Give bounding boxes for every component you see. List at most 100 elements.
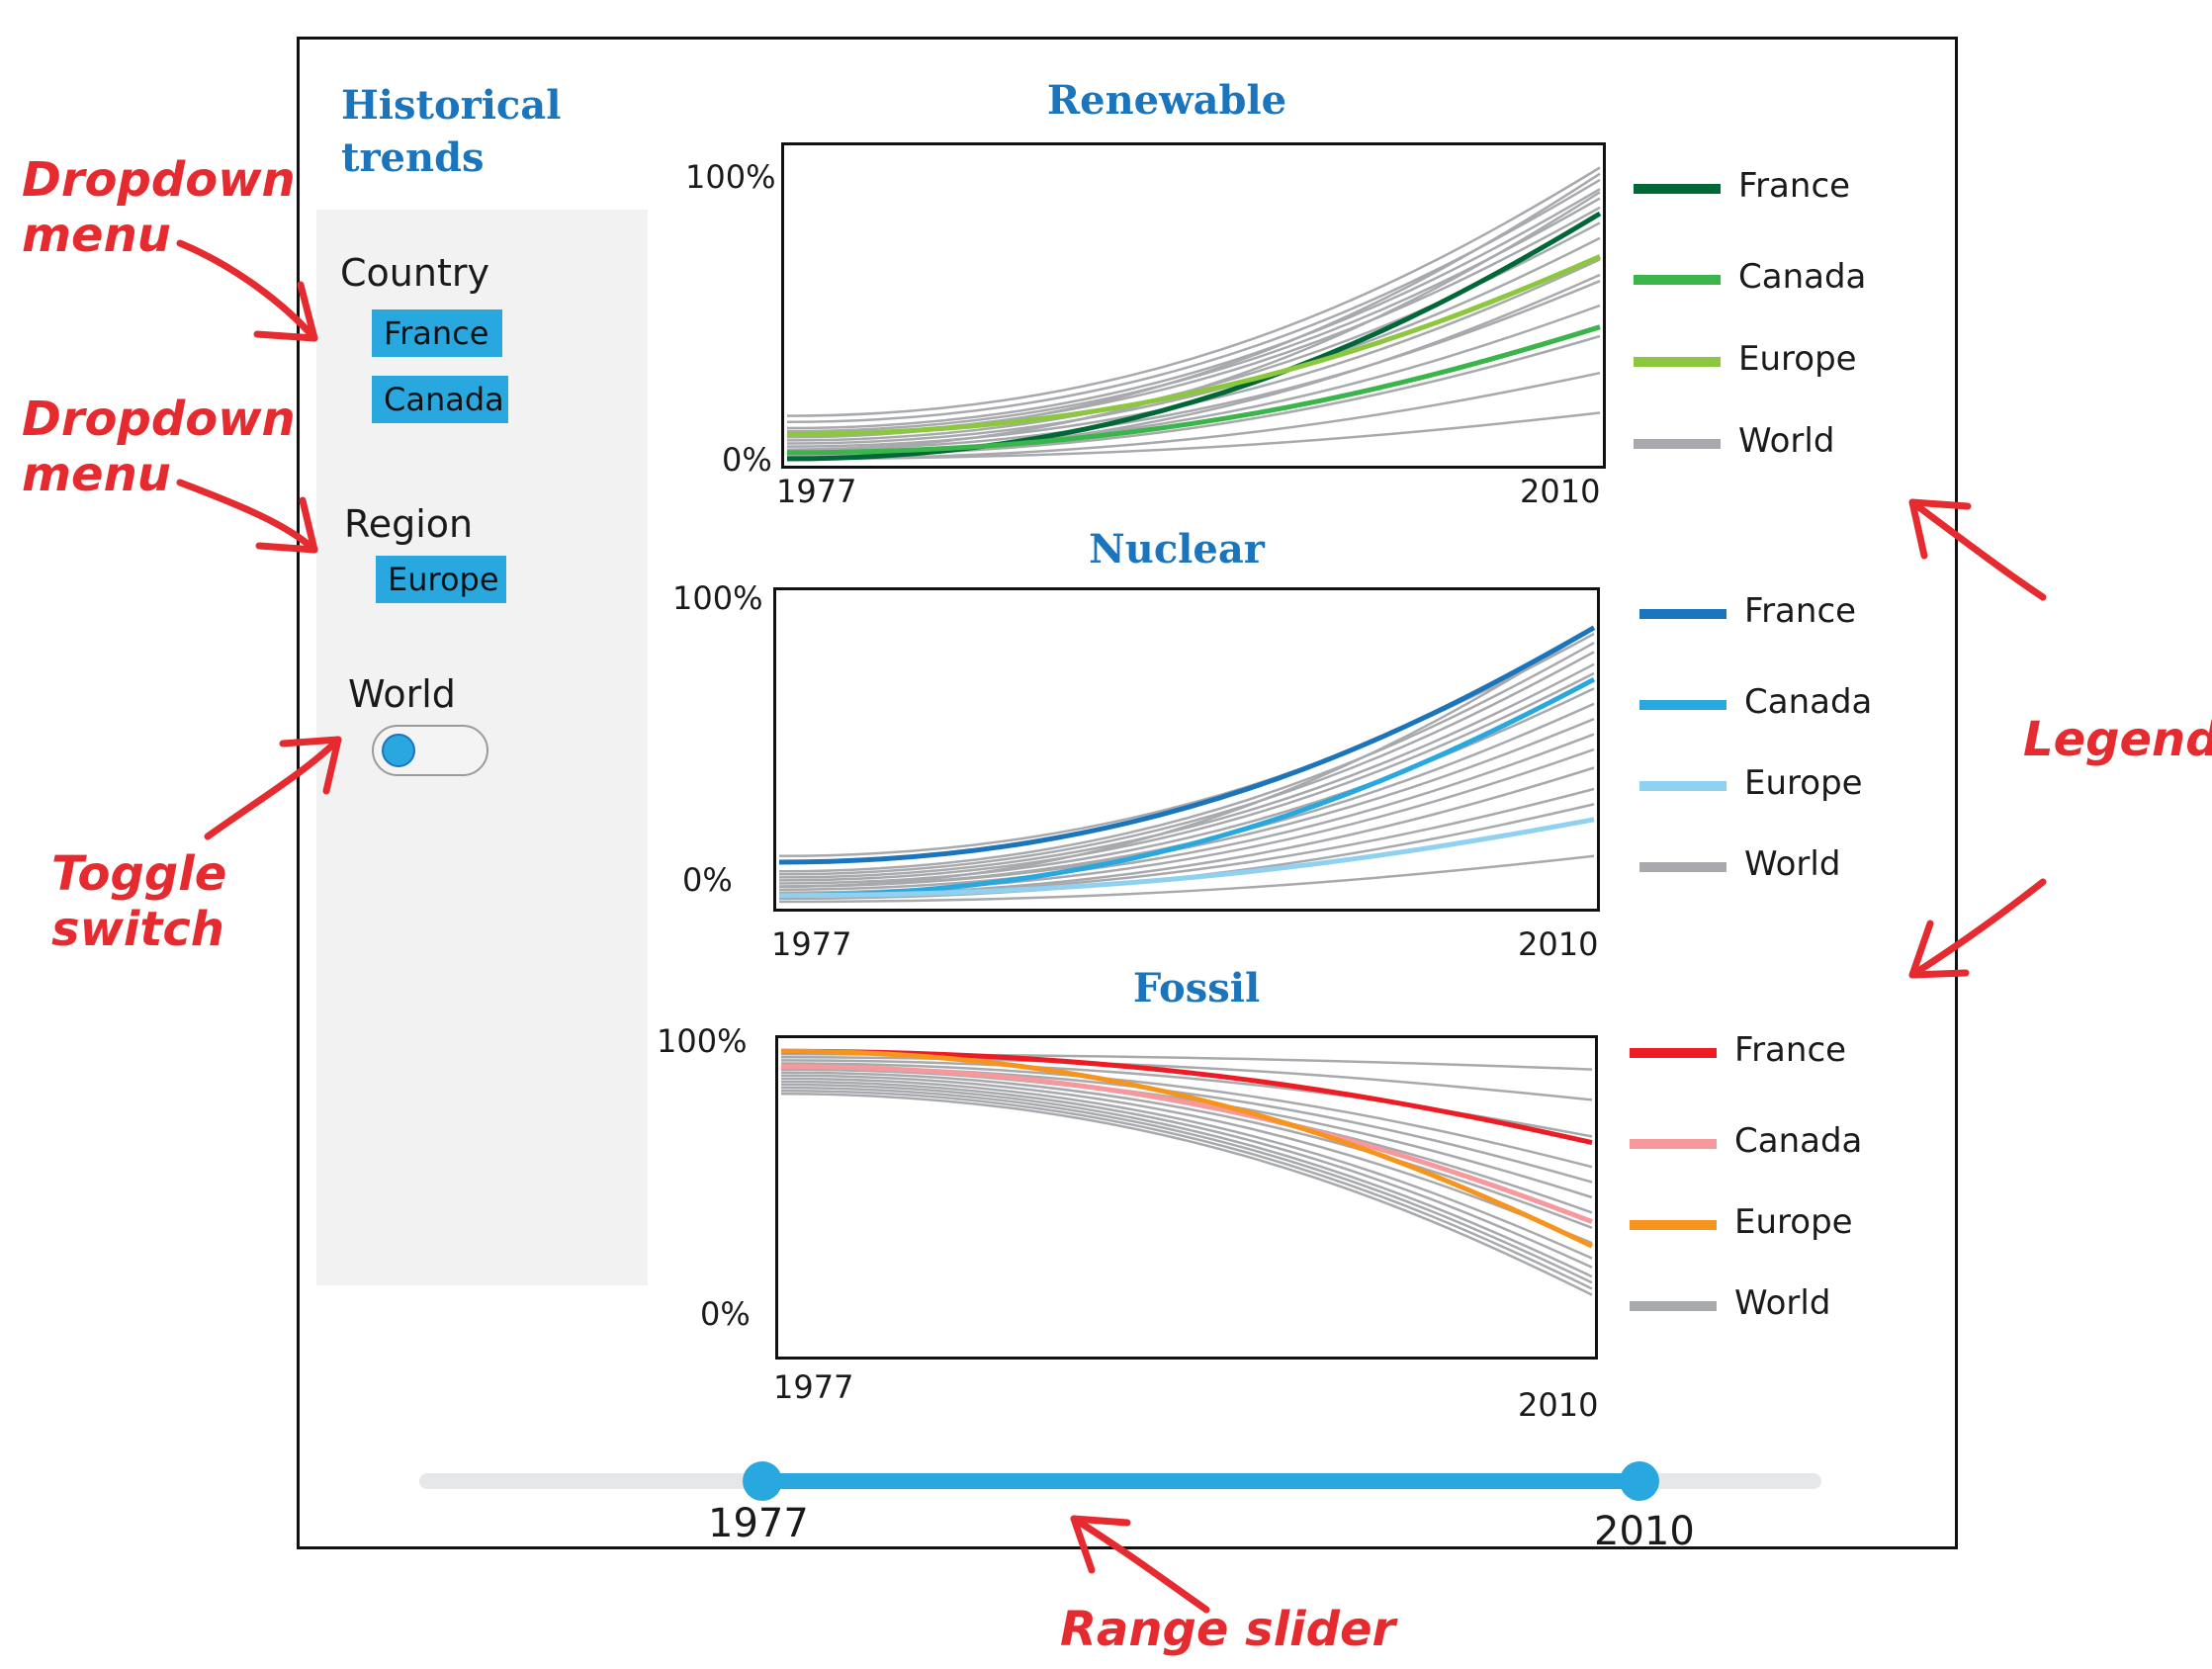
fossil-legend-label-world: World <box>1734 1283 1831 1323</box>
range-slider-min-label: 1977 <box>708 1501 809 1546</box>
nuclear-world-line-7 <box>778 718 1595 888</box>
nuclear-legend-swatch-world <box>1639 862 1726 872</box>
arrow-range-slider-head <box>1070 1515 1131 1574</box>
annotation-dropdown-menu-2: Dropdown menu <box>22 392 296 502</box>
nuclear-legend-swatch-europe <box>1639 781 1726 791</box>
arrow-legend-bottom <box>1908 878 2047 979</box>
fossil-legend-label-france: France <box>1734 1030 1847 1070</box>
renewable-canada-line <box>786 324 1601 456</box>
country-chip-canada[interactable]: Canada <box>372 376 508 423</box>
range-slider-fill <box>762 1473 1639 1489</box>
arrow-toggle <box>204 736 342 840</box>
fossil-europe-line <box>780 1048 1594 1249</box>
renewable-plot-frame <box>781 142 1606 469</box>
nuclear-world-line-8 <box>778 733 1595 891</box>
fossil-world-line-14 <box>780 1093 1593 1296</box>
nuclear-world-line-14 <box>778 626 1595 888</box>
fossil-legend-swatch-world <box>1630 1301 1717 1311</box>
annotation-toggle-switch: Toggle switch <box>51 846 226 957</box>
fossil-world-line-12 <box>780 1086 1593 1284</box>
arrow-dropdown-1-head <box>253 281 318 342</box>
fossil-world-line-7 <box>780 1071 1593 1229</box>
renewable-world-line-1 <box>786 178 1601 424</box>
range-slider-max-label: 2010 <box>1594 1509 1695 1554</box>
fossil-xtick-end: 2010 <box>1518 1386 1599 1424</box>
world-toggle-switch[interactable] <box>372 725 488 776</box>
fossil-world-line-9 <box>780 1077 1593 1260</box>
renewable-legend-swatch-france <box>1634 184 1721 194</box>
nuclear-xtick-start: 1977 <box>771 925 852 963</box>
app-title-line2: trends <box>341 134 485 181</box>
renewable-world-line-8 <box>786 280 1601 451</box>
nuclear-legend-swatch-canada <box>1639 700 1726 710</box>
renewable-ytick-max: 100% <box>685 158 776 196</box>
nuclear-world-line-4 <box>778 671 1595 882</box>
world-label: World <box>348 672 456 716</box>
app-window <box>297 37 1958 1549</box>
annotation-range-slider: Range slider <box>1060 1602 1396 1657</box>
nuclear-ytick-max: 100% <box>672 579 763 617</box>
annotation-dropdown-1-line1: Dropdown <box>22 152 296 208</box>
fossil-canada-line <box>780 1064 1593 1224</box>
fossil-world-line-3 <box>780 1062 1593 1169</box>
fossil-world-line-8 <box>780 1074 1593 1245</box>
range-slider-end-handle[interactable] <box>1619 1461 1659 1501</box>
nuclear-legend-swatch-france <box>1639 609 1726 619</box>
toggle-knob[interactable] <box>382 734 415 767</box>
annotation-dropdown-1-line2: menu <box>22 208 171 263</box>
fossil-chart-title: Fossil <box>1132 965 1261 1011</box>
nuclear-world-line-1 <box>778 642 1595 873</box>
fossil-plot-frame <box>775 1035 1598 1360</box>
annotation-legend: Legend <box>2023 712 2212 767</box>
region-chip-europe[interactable]: Europe <box>376 556 506 603</box>
renewable-france-line <box>786 211 1602 462</box>
country-label: Country <box>340 251 489 295</box>
app-title: Historical trends <box>341 79 561 184</box>
nuclear-world-line-3 <box>778 662 1595 879</box>
renewable-legend-label-france: France <box>1738 166 1851 206</box>
nuclear-chart <box>773 587 1600 912</box>
renewable-legend-label-europe: Europe <box>1738 339 1857 379</box>
annotation-dropdown-2-line2: menu <box>22 447 171 502</box>
fossil-legend-swatch-europe <box>1630 1220 1717 1230</box>
renewable-europe-line <box>786 254 1602 437</box>
arrow-range-slider <box>1070 1515 1210 1614</box>
nuclear-canada-line <box>778 676 1596 899</box>
renewable-xtick-start: 1977 <box>776 473 857 510</box>
renewable-chart <box>781 142 1606 469</box>
arrow-dropdown-1 <box>176 239 318 342</box>
nuclear-legend-label-france: France <box>1744 591 1857 631</box>
arrow-legend-top <box>1908 498 2047 601</box>
fossil-world-line-10 <box>780 1080 1593 1269</box>
fossil-legend-label-europe: Europe <box>1734 1202 1853 1242</box>
arrow-legend-bottom-head <box>1908 920 1970 979</box>
fossil-world-line-2 <box>780 1059 1593 1138</box>
nuclear-world-line-12 <box>778 803 1595 901</box>
renewable-world-line-15 <box>786 191 1601 451</box>
nuclear-plot-frame <box>773 587 1600 912</box>
renewable-legend-swatch-europe <box>1634 357 1721 367</box>
nuclear-chart-title: Nuclear <box>1089 526 1265 572</box>
nuclear-legend-label-europe: Europe <box>1744 763 1863 803</box>
app-title-line1: Historical <box>341 82 562 129</box>
arrow-dropdown-2 <box>176 479 318 554</box>
nuclear-world-line-13 <box>778 854 1595 904</box>
fossil-ytick-max: 100% <box>657 1022 748 1060</box>
range-slider-start-handle[interactable] <box>743 1461 783 1501</box>
fossil-france-line <box>780 1048 1593 1146</box>
arrow-toggle-head <box>279 736 342 795</box>
nuclear-europe-line <box>778 817 1595 899</box>
country-chip-france[interactable]: France <box>372 309 502 357</box>
fossil-legend-label-canada: Canada <box>1734 1121 1863 1161</box>
nuclear-legend-label-canada: Canada <box>1744 682 1873 722</box>
nuclear-ytick-min: 0% <box>682 861 733 899</box>
fossil-world-line-13 <box>780 1089 1593 1290</box>
renewable-legend-swatch-canada <box>1634 275 1721 285</box>
renewable-legend-swatch-world <box>1634 439 1721 449</box>
region-label: Region <box>344 502 474 546</box>
fossil-ytick-min: 0% <box>700 1295 751 1333</box>
fossil-xtick-start: 1977 <box>773 1368 854 1406</box>
renewable-legend-label-world: World <box>1738 421 1835 461</box>
renewable-ytick-min: 0% <box>722 441 772 479</box>
